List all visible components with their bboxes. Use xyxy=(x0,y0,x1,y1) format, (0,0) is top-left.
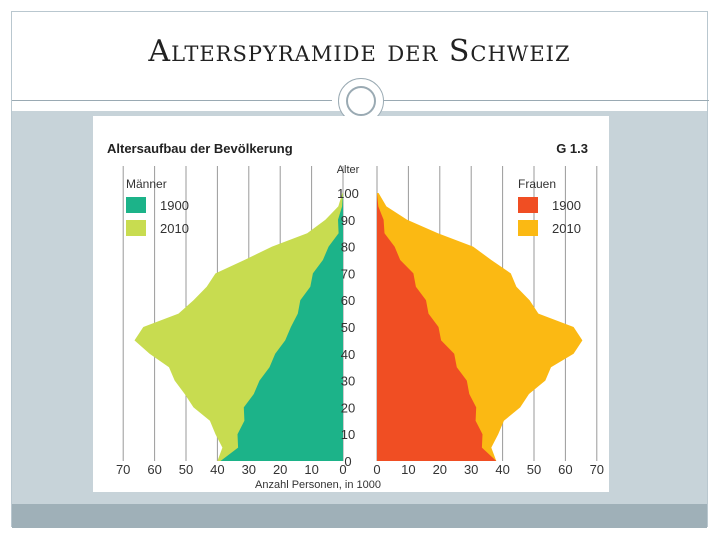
population-pyramid-chart: Altersaufbau der Bevölkerung G 1.3 Alter… xyxy=(107,141,604,491)
pyramid-marks xyxy=(134,193,583,461)
title-divider-left xyxy=(12,100,332,101)
legend-right: Frauen 1900 2010 xyxy=(518,177,581,236)
legend-swatch-women-2010 xyxy=(518,220,538,236)
legend-right-heading: Frauen xyxy=(518,177,556,191)
age-tick-0: 0 xyxy=(344,454,351,469)
x-tick-left-30: 30 xyxy=(242,462,256,477)
x-tick-right-70: 70 xyxy=(590,462,604,477)
legend-label-men-2010: 2010 xyxy=(160,221,189,236)
y-axis-label: Alter xyxy=(337,164,360,176)
age-tick-20: 20 xyxy=(341,400,355,415)
area-men-1900 xyxy=(220,193,343,461)
x-tick-right-20: 20 xyxy=(433,462,447,477)
age-tick-labels: 0 10 20 30 40 50 60 70 80 90 100 xyxy=(337,186,359,469)
x-tick-left-20: 20 xyxy=(273,462,287,477)
x-tick-left-10: 10 xyxy=(304,462,318,477)
age-tick-60: 60 xyxy=(341,293,355,308)
legend-swatch-men-1900 xyxy=(126,197,146,213)
chart-title: Altersaufbau der Bevölkerung xyxy=(107,141,293,156)
age-tick-80: 80 xyxy=(341,240,355,255)
legend-label-women-1900: 1900 xyxy=(552,198,581,213)
x-tick-right-30: 30 xyxy=(464,462,478,477)
age-tick-40: 40 xyxy=(341,347,355,362)
x-tick-right-0: 0 xyxy=(373,462,380,477)
slide-title: Alterspyramide der Schweiz xyxy=(148,34,571,69)
x-tick-left-0: 0 xyxy=(339,462,346,477)
age-tick-90: 90 xyxy=(341,213,355,228)
legend-left-heading: Männer xyxy=(126,177,167,191)
chart-id: G 1.3 xyxy=(556,141,588,156)
legend-swatch-women-1900 xyxy=(518,197,538,213)
age-tick-10: 10 xyxy=(341,427,355,442)
x-tick-left-50: 50 xyxy=(179,462,193,477)
x-tick-right-50: 50 xyxy=(527,462,541,477)
legend-label-women-2010: 2010 xyxy=(552,221,581,236)
x-tick-right-40: 40 xyxy=(495,462,509,477)
legend-left: Männer 1900 2010 xyxy=(126,177,189,236)
age-tick-30: 30 xyxy=(341,374,355,389)
bottom-band xyxy=(12,504,707,528)
x-axis-label: Anzahl Personen, in 1000 xyxy=(255,479,381,491)
age-tick-100: 100 xyxy=(337,186,359,201)
legend-label-men-1900: 1900 xyxy=(160,198,189,213)
area-women-1900 xyxy=(377,193,497,461)
x-tick-right-60: 60 xyxy=(558,462,572,477)
x-tick-labels: 70 60 50 40 30 20 10 0 0 10 20 30 40 50 60 70 xyxy=(116,462,604,477)
age-tick-50: 50 xyxy=(341,320,355,335)
legend-swatch-men-2010 xyxy=(126,220,146,236)
chart-panel: Altersaufbau der Bevölkerung G 1.3 Alter… xyxy=(93,116,609,492)
x-tick-right-10: 10 xyxy=(401,462,415,477)
x-tick-left-60: 60 xyxy=(147,462,161,477)
age-tick-70: 70 xyxy=(341,266,355,281)
x-tick-left-40: 40 xyxy=(210,462,224,477)
title-divider-right xyxy=(384,100,709,101)
x-tick-left-70: 70 xyxy=(116,462,130,477)
